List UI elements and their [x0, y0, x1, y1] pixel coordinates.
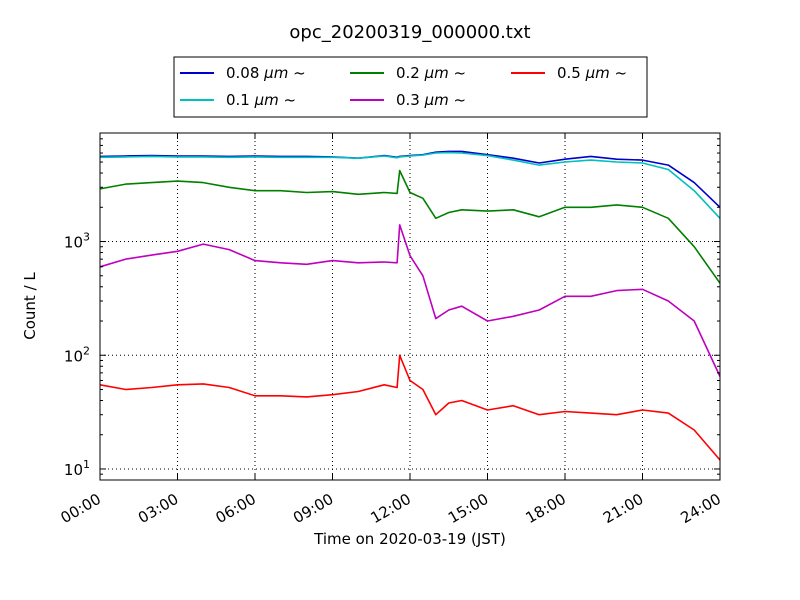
legend-unit: µm ~	[263, 64, 306, 82]
legend-frame	[173, 56, 648, 118]
y-tick-label: 102	[64, 344, 90, 365]
legend-label-4: 0.5 µm ~	[557, 64, 627, 82]
series-line-2	[99, 169, 721, 284]
legend-unit: µm ~	[254, 91, 297, 109]
x-tick-label: 00:00	[58, 490, 104, 527]
x-tick-label: 12:00	[368, 490, 414, 527]
series-line-1	[99, 151, 721, 219]
x-tick-label: 09:00	[290, 490, 336, 527]
legend-unit: µm ~	[424, 91, 467, 109]
y-tick-exponent: 2	[83, 344, 90, 357]
y-tick-base: 10	[64, 347, 83, 365]
x-tick-label: 18:00	[523, 490, 569, 527]
y-axis-label: Count / L	[21, 272, 39, 340]
x-tick-label: 03:00	[135, 490, 181, 527]
series-line-3	[99, 224, 721, 377]
chart-title: opc_20200319_000000.txt	[289, 22, 530, 43]
x-tick-label: 06:00	[213, 490, 259, 527]
x-axis-label: Time on 2020-03-19 (JST)	[313, 530, 506, 548]
legend-box: 0.08 µm ~0.1 µm ~0.2 µm ~0.3 µm ~0.5 µm …	[173, 56, 648, 118]
series-line-4	[99, 354, 721, 461]
grid-lines	[100, 133, 720, 480]
legend-label-3: 0.3 µm ~	[396, 91, 466, 109]
legend-unit: µm ~	[424, 64, 467, 82]
legend-label-2: 0.2 µm ~	[396, 64, 466, 82]
x-tick-label: 21:00	[600, 490, 646, 527]
y-tick-base: 10	[64, 234, 83, 252]
legend-size: 0.2	[396, 64, 425, 82]
legend-size: 0.3	[396, 91, 425, 109]
legend-size: 0.1	[226, 91, 255, 109]
x-tick-label: 15:00	[445, 490, 491, 527]
legend-label-0: 0.08 µm ~	[226, 64, 306, 82]
y-tick-label: 103	[64, 231, 90, 252]
legend-unit: µm ~	[585, 64, 628, 82]
x-tick-label: 24:00	[678, 490, 724, 527]
y-tick-exponent: 1	[83, 458, 90, 471]
series-lines	[99, 150, 721, 461]
legend-label-1: 0.1 µm ~	[226, 91, 296, 109]
y-tick-base: 10	[64, 461, 83, 479]
y-tick-label: 101	[64, 458, 90, 479]
legend-size: 0.08	[226, 64, 264, 82]
y-tick-exponent: 3	[83, 231, 90, 244]
legend-size: 0.5	[557, 64, 586, 82]
